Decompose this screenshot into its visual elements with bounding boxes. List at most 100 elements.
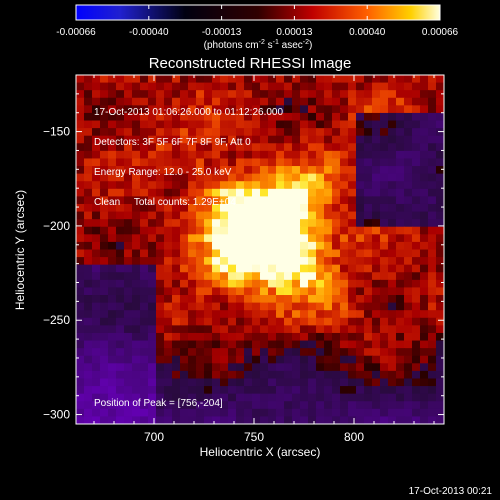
heatmap-cell [236,393,245,402]
heatmap-cell [172,75,181,84]
heatmap-cell [428,408,437,418]
heatmap-cell [180,181,189,190]
heatmap-cell [84,75,93,84]
heatmap-cell [220,310,229,319]
heatmap-cell [84,135,93,144]
heatmap-cell [140,211,149,220]
heatmap-cell [300,135,309,144]
heatmap-cell [396,82,405,91]
heatmap-cell [148,272,157,281]
heatmap-cell [364,158,373,167]
heatmap-cell [340,234,349,243]
heatmap-cell [140,105,149,114]
heatmap-cell [236,128,245,137]
heatmap-cell [380,249,389,258]
info-overlay: 17-Oct-2013 01:06:26.000 to 01:12:26.000… [94,88,283,218]
heatmap-cell [180,158,189,167]
heatmap-cell [404,75,413,84]
heatmap-cell [388,143,397,152]
heatmap-cell [316,181,325,190]
heatmap-cell [132,128,141,137]
heatmap-cell [140,302,149,311]
heatmap-cell [148,166,157,175]
heatmap-cell [252,386,261,395]
heatmap-cell [380,82,389,91]
heatmap-cell [324,370,333,380]
heatmap-cell [404,249,413,258]
heatmap-cell [316,82,325,91]
heatmap-cell [196,272,205,281]
heatmap-cell [244,408,253,418]
heatmap-cell [396,416,405,424]
heatmap-cell [196,249,205,258]
heatmap-cell [412,120,421,129]
heatmap-cell [220,203,229,213]
heatmap-cell [204,416,213,424]
heatmap-cell [324,105,333,114]
heatmap-cell [132,105,141,114]
heatmap-cell [268,279,277,289]
heatmap-cell [380,340,389,349]
heatmap-cell [332,90,341,99]
heatmap-cell [188,264,197,273]
heatmap-cell [100,75,109,84]
heatmap-cell [228,150,237,160]
heatmap-cell [228,226,237,235]
heatmap-cell [300,112,309,122]
heatmap-cell [300,355,309,364]
heatmap-cell [220,211,229,220]
heatmap-cell [396,75,405,84]
heatmap-cell [316,158,325,167]
heatmap-cell [164,257,173,266]
heatmap-cell [140,332,149,342]
heatmap-cell [236,257,245,266]
axis-ticks: 700 750 800−150−200−250−300 [43,75,444,444]
heatmap-cell [228,287,237,296]
heatmap-cell [204,386,213,395]
heatmap-cell [260,279,269,289]
heatmap-cell [420,82,429,91]
heatmap-cell [316,173,325,182]
heatmap-cell [116,332,125,342]
heatmap-cell [340,416,349,424]
heatmap-cell [228,120,237,129]
heatmap-cell [436,310,444,319]
heatmap-cell [412,181,421,190]
heatmap-cell [164,378,173,387]
heatmap-cell [340,317,349,326]
heatmap-cell [180,302,189,311]
heatmap-cell [196,97,205,106]
heatmap-cell [116,272,125,281]
heatmap-cell [172,219,181,228]
heatmap-cell [292,135,301,144]
heatmap-cell [364,257,373,266]
heatmap-cell [396,287,405,296]
heatmap-cell [260,241,269,251]
heatmap-cell [124,363,133,372]
heatmap-cell [156,211,165,220]
heatmap-cell [380,348,389,357]
heatmap-cell [132,97,141,106]
heatmap-cell [212,340,221,349]
heatmap-cell [340,363,349,372]
heatmap-cell [148,310,157,319]
heatmap-cell [316,188,325,197]
heatmap-cell [372,97,381,106]
heatmap-cell [268,241,277,251]
heatmap-cell [364,181,373,190]
heatmap-cell [108,325,117,334]
heatmap-cell [276,188,285,197]
heatmap-cell [372,166,381,175]
heatmap-cell [260,226,269,235]
heatmap-cell [316,219,325,228]
heatmap-cell [76,219,85,228]
heatmap-cell [124,196,133,205]
heatmap-cell [220,158,229,167]
heatmap-cell [84,166,93,175]
heatmap-cell [180,166,189,175]
heatmap-cell [284,317,293,326]
heatmap-cell [356,97,365,106]
heatmap-cell [396,188,405,197]
heatmap-cell [84,325,93,334]
heatmap-cell [316,196,325,205]
